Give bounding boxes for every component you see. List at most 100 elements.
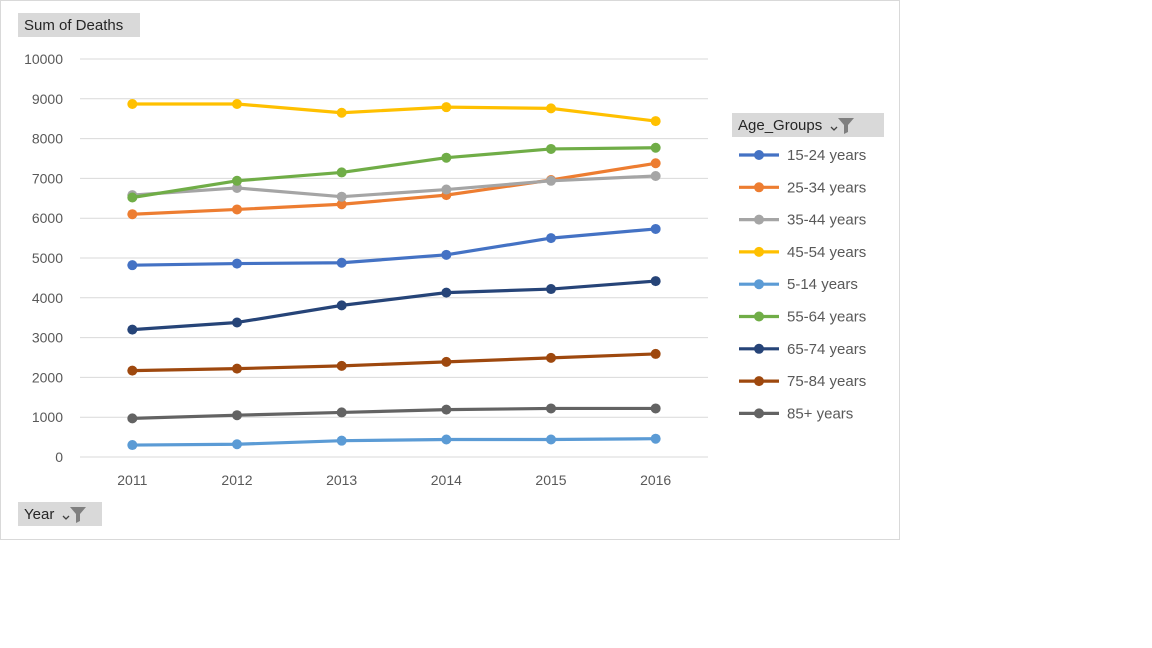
- value-field-button[interactable]: Sum of Deaths: [18, 13, 140, 37]
- series-line[interactable]: [130, 174, 658, 199]
- data-point[interactable]: [441, 152, 452, 163]
- data-point[interactable]: [336, 435, 347, 446]
- legend-marker: [754, 343, 764, 354]
- data-point[interactable]: [127, 192, 138, 203]
- data-point[interactable]: [232, 410, 242, 421]
- data-point[interactable]: [336, 167, 347, 178]
- legend-entry[interactable]: 35-44 years: [787, 212, 866, 229]
- data-point[interactable]: [546, 233, 556, 244]
- series-line[interactable]: [130, 406, 658, 420]
- data-point[interactable]: [232, 258, 242, 269]
- data-point[interactable]: [127, 209, 138, 220]
- data-point[interactable]: [127, 324, 138, 335]
- series-line[interactable]: [130, 279, 658, 332]
- legend-entry[interactable]: 15-24 years: [787, 147, 866, 164]
- x-tick-label: 2012: [221, 472, 252, 488]
- legend-marker: [754, 214, 764, 225]
- data-point[interactable]: [336, 407, 347, 418]
- axis-field-button[interactable]: Year: [18, 502, 102, 526]
- data-point[interactable]: [441, 249, 452, 260]
- data-point[interactable]: [441, 184, 452, 195]
- legend-field-button[interactable]: Age_Groups: [732, 113, 884, 137]
- data-point[interactable]: [336, 107, 347, 118]
- data-point[interactable]: [232, 204, 242, 215]
- data-point[interactable]: [650, 116, 661, 127]
- legend-marker: [754, 279, 764, 290]
- legend-marker: [754, 150, 764, 160]
- legend-marker: [754, 408, 764, 419]
- series-line[interactable]: [130, 352, 658, 373]
- data-point[interactable]: [441, 287, 452, 298]
- x-tick-label: 2013: [326, 472, 357, 488]
- pivot-chart-area[interactable]: [0, 0, 900, 540]
- series-line[interactable]: [130, 102, 658, 123]
- legend-entry[interactable]: 65-74 years: [787, 341, 866, 358]
- legend-marker: [754, 182, 764, 193]
- y-tick-label: 0: [55, 449, 63, 465]
- axis-field-label: Year: [24, 505, 55, 523]
- data-point[interactable]: [650, 433, 661, 444]
- data-point[interactable]: [650, 158, 661, 169]
- legend-entry[interactable]: 85+ years: [787, 405, 853, 422]
- legend-entry[interactable]: 45-54 years: [787, 244, 866, 261]
- data-point[interactable]: [650, 348, 661, 359]
- x-tick-label: 2011: [117, 472, 147, 488]
- data-point[interactable]: [232, 182, 242, 193]
- filter-funnel-icon[interactable]: [60, 505, 88, 523]
- data-point[interactable]: [336, 360, 347, 371]
- data-point[interactable]: [546, 403, 556, 414]
- legend-entry[interactable]: 55-64 years: [787, 309, 866, 326]
- legend-entry[interactable]: 5-14 years: [787, 276, 858, 293]
- y-tick-label: 5000: [32, 250, 63, 266]
- data-point[interactable]: [232, 98, 242, 109]
- legend-entry[interactable]: 75-84 years: [787, 373, 866, 390]
- data-point[interactable]: [546, 175, 556, 186]
- data-point[interactable]: [336, 191, 347, 202]
- series-line[interactable]: [130, 227, 658, 267]
- legend-field-label: Age_Groups: [738, 116, 823, 134]
- data-point[interactable]: [336, 300, 347, 311]
- data-point[interactable]: [546, 352, 556, 363]
- data-point[interactable]: [546, 103, 556, 114]
- y-tick-label: 9000: [32, 91, 63, 107]
- data-point[interactable]: [127, 260, 138, 271]
- data-point[interactable]: [232, 363, 242, 374]
- data-point[interactable]: [546, 284, 556, 295]
- line-chart: 0 1000 2000 3000 4000 5000 6000 7000 8000 9000 100…: [24, 51, 866, 488]
- data-point[interactable]: [127, 413, 138, 424]
- data-point[interactable]: [546, 143, 556, 154]
- data-point[interactable]: [336, 257, 347, 268]
- legend-marker: [754, 246, 764, 257]
- data-point[interactable]: [650, 403, 661, 414]
- data-point[interactable]: [232, 317, 242, 328]
- data-point[interactable]: [441, 356, 452, 367]
- filter-funnel-icon[interactable]: [828, 116, 856, 134]
- series-line[interactable]: [130, 437, 658, 447]
- data-point[interactable]: [650, 276, 661, 287]
- data-point[interactable]: [127, 440, 138, 451]
- data-point[interactable]: [127, 365, 138, 376]
- data-point[interactable]: [441, 102, 452, 113]
- series-line[interactable]: [130, 161, 658, 216]
- data-point[interactable]: [441, 434, 452, 445]
- data-point[interactable]: [336, 199, 347, 210]
- y-tick-label: 7000: [32, 170, 63, 186]
- y-tick-label: 3000: [32, 330, 63, 346]
- y-tick-label: 10000: [24, 51, 63, 67]
- data-point[interactable]: [127, 98, 138, 109]
- value-field-label: Sum of Deaths: [24, 16, 124, 34]
- legend-entry[interactable]: 25-34 years: [787, 179, 866, 196]
- x-tick-label: 2014: [431, 472, 462, 488]
- data-point[interactable]: [650, 142, 661, 153]
- y-tick-label: 4000: [32, 290, 63, 306]
- data-point[interactable]: [650, 223, 661, 234]
- data-point[interactable]: [650, 171, 661, 182]
- data-point[interactable]: [441, 404, 452, 415]
- series-line[interactable]: [130, 146, 658, 200]
- x-tick-label: 2016: [640, 472, 671, 488]
- y-tick-label: 6000: [32, 210, 63, 226]
- data-point[interactable]: [232, 175, 242, 186]
- y-tick-label: 1000: [32, 409, 63, 425]
- data-point[interactable]: [232, 439, 242, 450]
- data-point[interactable]: [546, 434, 556, 445]
